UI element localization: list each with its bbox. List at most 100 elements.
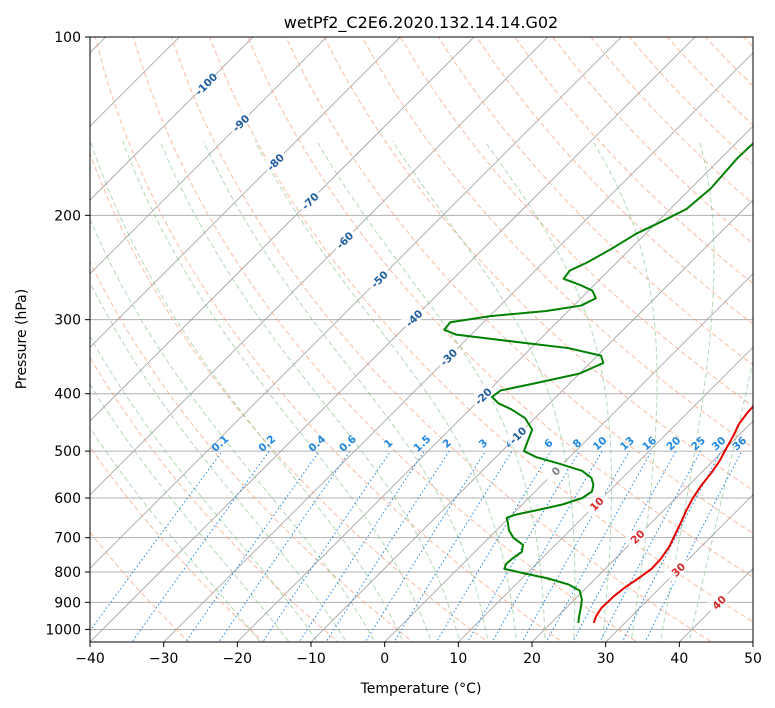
isotherm-line [457,346,753,642]
y-tick-label: 300 [54,313,81,329]
x-axis-label: Temperature (°C) [360,681,482,697]
isotherm-line [90,37,549,496]
x-tick-label: 0 [380,651,389,667]
plot-background [90,37,753,642]
dry-adiabat-line [132,37,638,642]
dry-adiabat-line [285,37,753,535]
x-tick-label: 50 [744,651,762,667]
dry-adiabat-line [361,37,753,449]
mixing-ratio-line [435,450,552,642]
isotherm-label-bg [330,225,358,253]
y-tick-label: 200 [54,208,81,224]
x-tick-label: −30 [149,651,179,667]
moist-adiabat-line [484,141,613,642]
dry-adiabat-line [170,37,713,642]
background-lines [90,10,775,654]
mixing-ratio-line [298,450,425,642]
x-tick-label: 10 [449,651,467,667]
isotherm-label-bg [191,69,219,97]
dry-adiabat-line [399,37,753,407]
plot-frame [89,36,754,643]
moist-adiabat-line [90,217,376,642]
y-tick-label: 400 [54,387,81,403]
moist-adiabat-line [659,141,715,642]
mixing-ratio-line [218,450,351,642]
chart-title: wetPf2_C2E6.2020.132.14.14.G02 [284,13,558,33]
moist-adiabat-line [122,141,432,642]
isotherm-label-bg [469,382,496,409]
dewpoint-line [443,142,753,624]
dry-adiabat-line [514,37,753,285]
moist-adiabat-line [90,141,404,642]
y-tick-label: 700 [54,531,81,547]
x-tick-label: −40 [75,651,105,667]
y-axis-ticks: 100 200 300 400 500 600 700 800 900 1000 [45,30,90,638]
dry-adiabat-line [90,446,265,642]
isotherm-line [310,199,753,642]
isotherm-line [605,494,753,642]
y-axis-label: Pressure (hPa) [14,289,30,389]
mixing-ratio-line [521,450,630,642]
y-tick-label: 1000 [45,622,81,638]
isotherm-label-bg [623,522,651,550]
x-tick-label: 30 [597,651,615,667]
y-tick-label: 800 [54,565,81,581]
isotherm-label-bg [226,108,254,136]
isotherm-label-bg [434,342,462,370]
moist-adiabat-line [90,427,261,642]
dry-adiabat-line [209,37,753,623]
isotherm-label-bg [261,147,289,175]
isotherm-line [90,37,180,127]
mixing-ratio-line [599,450,701,642]
dry-adiabat-line [94,37,564,642]
dry-adiabat-line [90,260,414,642]
moist-adiabat-line [159,141,461,642]
mixing-ratio-line [325,450,450,642]
isotherm-line [90,37,401,348]
moist-adiabat-line [90,383,290,642]
isotherm-line [90,37,696,642]
dry-adiabat-line [90,531,190,642]
y-tick-label: 500 [54,444,81,460]
isotherm-label-bg [399,303,427,331]
isotherm-label-bg [704,588,732,616]
x-tick-label: −10 [296,651,326,667]
mixing-ratio-line [572,450,677,642]
isotherm-line [163,52,753,642]
moist-adiabat-line [254,141,517,642]
x-tick-label: 40 [670,651,688,667]
moist-adiabat-line [688,358,753,642]
x-axis-ticks: −40 −30 −20 −10 0 10 20 30 40 50 [75,642,762,667]
isotherm-line [90,37,622,569]
isotherm-label-bg [295,186,323,214]
isotherm-line [90,37,475,422]
isotherm-line [531,420,753,642]
moist-adiabat-line [203,141,489,642]
isotherm-line [384,273,753,642]
isotherm-line [90,37,254,201]
moist-adiabat-line [90,335,319,642]
isotherm-label-bg [365,264,392,292]
moist-adiabat-line [392,141,576,642]
mixing-ratio-line [262,450,392,642]
dry-adiabat-line [475,37,753,325]
isotherm-label-bg [503,421,531,448]
dry-adiabat-line [755,10,775,654]
mixing-ratio-line [90,450,223,632]
profiles [443,142,753,624]
isotherm-label-bg [582,489,610,517]
mixing-ratio-line [545,450,653,642]
y-tick-label: 100 [54,30,81,46]
mixing-ratio-line [364,450,486,642]
mixing-ratio-line [491,450,603,642]
y-tick-label: 900 [54,595,81,611]
temperature-line [592,405,753,624]
mixing-ratio-line [393,450,513,642]
moist-adiabat-line [592,141,658,642]
mixing-ratio-line [466,450,580,642]
x-tick-label: −20 [223,651,253,667]
y-tick-label: 600 [54,491,81,507]
x-tick-label: 20 [523,651,541,667]
mixing-ratio-line [131,450,270,642]
